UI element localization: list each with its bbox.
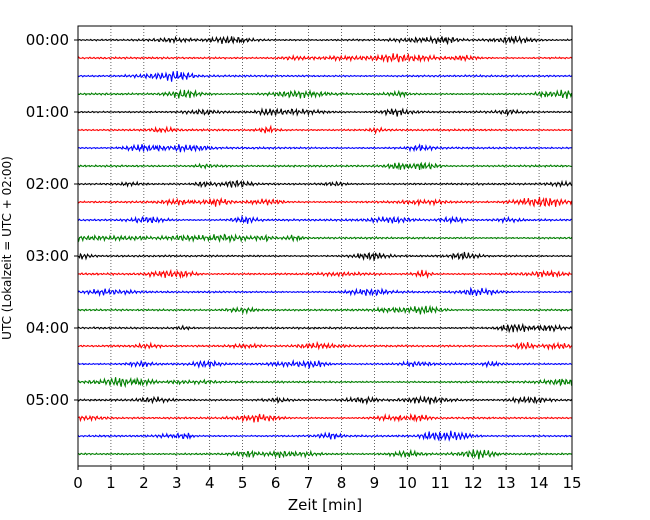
x-tick-label: 6 bbox=[271, 474, 281, 492]
trace-line bbox=[77, 233, 573, 244]
y-axis-ticks: 00:00 01:00 02:00 03:00 04:00 05:00 bbox=[26, 31, 78, 409]
trace-line bbox=[77, 107, 572, 117]
y-tick-label: 03:00 bbox=[26, 247, 69, 265]
trace-line bbox=[77, 286, 572, 298]
trace-line bbox=[77, 430, 572, 442]
trace-line bbox=[77, 143, 572, 153]
trace-line bbox=[77, 448, 572, 460]
x-tick-label: 5 bbox=[238, 474, 248, 492]
trace-line bbox=[77, 376, 573, 389]
x-axis-label: Zeit [min] bbox=[288, 496, 362, 514]
y-tick-label: 00:00 bbox=[26, 31, 69, 49]
x-tick-label: 1 bbox=[106, 474, 116, 492]
x-axis-ticks: 0 1 2 3 4 5 6 7 8 9 10 11 12 13 14 15 bbox=[73, 466, 582, 492]
trace-line bbox=[77, 268, 572, 280]
x-tick-label: 7 bbox=[304, 474, 314, 492]
trace-line bbox=[77, 340, 573, 351]
x-tick-label: 12 bbox=[464, 474, 483, 492]
y-tick-label: 05:00 bbox=[26, 391, 69, 409]
trace-line bbox=[77, 322, 573, 334]
y-tick-label: 01:00 bbox=[26, 103, 69, 121]
plot-area bbox=[78, 26, 572, 466]
plot-frame bbox=[77, 25, 573, 467]
trace-line bbox=[77, 196, 573, 208]
trace-line bbox=[77, 161, 572, 171]
trace-line bbox=[77, 412, 572, 423]
x-tick-label: 8 bbox=[337, 474, 347, 492]
x-tick-label: 13 bbox=[497, 474, 516, 492]
x-tick-label: 2 bbox=[139, 474, 149, 492]
y-tick-label: 02:00 bbox=[26, 175, 69, 193]
trace-line bbox=[77, 304, 573, 316]
trace-line bbox=[77, 394, 573, 406]
trace-line bbox=[77, 214, 572, 225]
trace-line bbox=[77, 52, 573, 63]
x-tick-label: 10 bbox=[398, 474, 417, 492]
y-tick-label: 04:00 bbox=[26, 319, 69, 337]
x-tick-label: 3 bbox=[172, 474, 182, 492]
trace-line bbox=[77, 70, 572, 82]
trace-line bbox=[77, 124, 572, 135]
trace-line bbox=[77, 359, 572, 369]
x-tick-label: 14 bbox=[530, 474, 549, 492]
x-tick-label: 4 bbox=[205, 474, 215, 492]
x-tick-label: 11 bbox=[431, 474, 450, 492]
x-tick-label: 9 bbox=[370, 474, 380, 492]
trace-line bbox=[77, 34, 572, 46]
vertical-grid bbox=[110, 26, 540, 466]
x-tick-label: 0 bbox=[73, 474, 83, 492]
trace-line bbox=[77, 179, 573, 189]
seismic-traces bbox=[77, 34, 573, 460]
trace-line bbox=[77, 88, 573, 99]
x-tick-label: 15 bbox=[562, 474, 581, 492]
trace-line bbox=[77, 251, 572, 262]
y-axis-label: UTC (Lokalzeit = UTC + 02:00) bbox=[0, 156, 14, 340]
